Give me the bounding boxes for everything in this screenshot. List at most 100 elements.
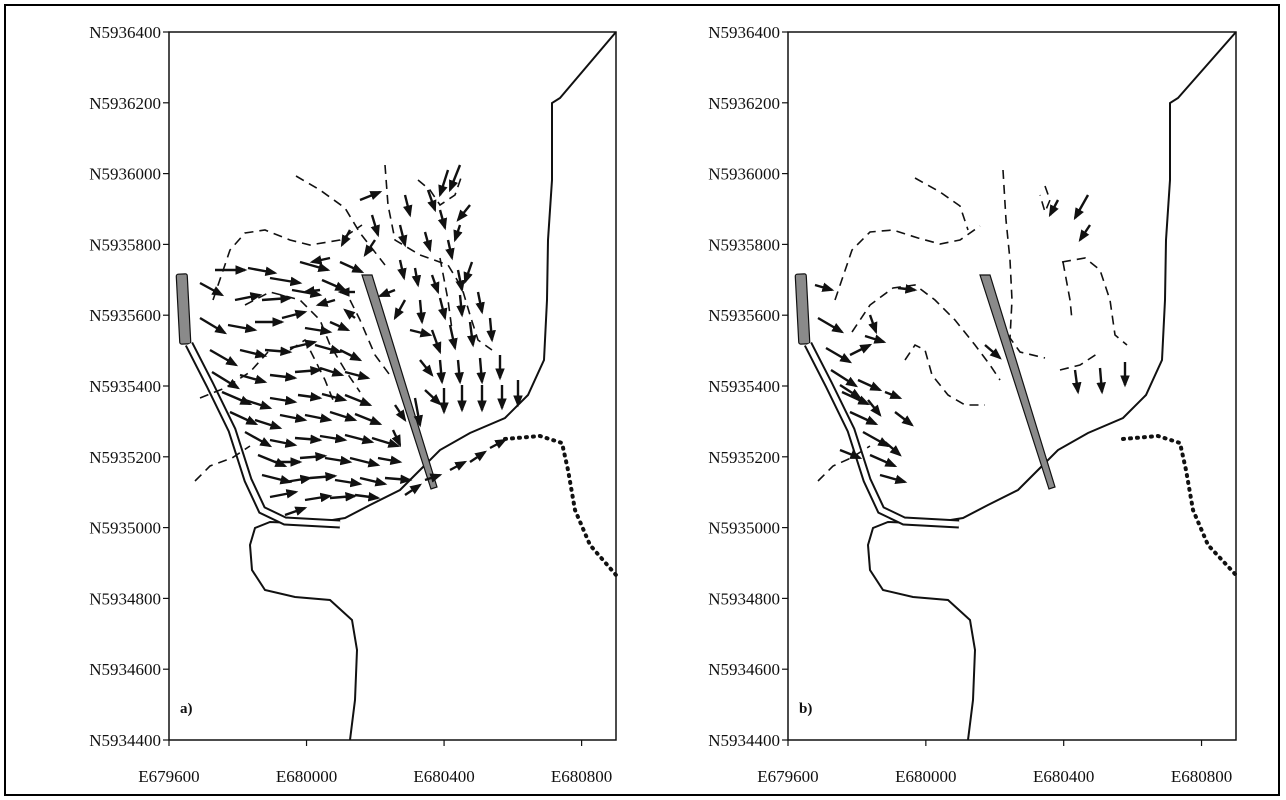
panel-label: a)	[180, 701, 193, 717]
x-tick-label: E680400	[413, 767, 474, 786]
current-vector-arrow	[424, 389, 442, 406]
contour-line	[1062, 261, 1073, 321]
current-vector-arrow	[419, 359, 434, 377]
current-vector-arrow	[1048, 199, 1060, 218]
current-vector-arrow	[309, 471, 338, 482]
current-vector-arrow	[422, 231, 433, 253]
current-vector-arrow	[438, 297, 448, 321]
current-vector-arrow	[897, 284, 918, 294]
current-vector-arrow	[426, 189, 437, 213]
x-tick-label: E680800	[1171, 767, 1232, 786]
contour-line	[1002, 169, 1046, 359]
map-features	[794, 31, 1238, 741]
current-vector-arrow	[304, 325, 333, 336]
current-vector-arrow	[884, 441, 902, 457]
current-vector-arrow	[868, 314, 878, 335]
current-vector-arrow	[329, 320, 351, 332]
current-vector-arrow	[436, 359, 446, 385]
y-tick-label: N5935800	[708, 235, 780, 254]
current-vector-arrow	[344, 433, 375, 445]
current-vector-arrow	[984, 344, 1002, 360]
current-vector-arrow	[466, 321, 477, 348]
x-axis: E679600 E680000 E680400 E680800	[138, 740, 612, 786]
current-vector-arrow	[413, 397, 423, 428]
current-vector-arrow	[209, 348, 239, 367]
x-tick-label: E679600	[138, 767, 199, 786]
current-vector-arrow	[239, 348, 268, 359]
current-vector-arrow	[199, 316, 228, 335]
current-vector-arrow	[370, 214, 380, 238]
current-vector-arrow	[363, 239, 376, 257]
contour-line	[1039, 185, 1051, 215]
x-tick-label: E680000	[895, 767, 956, 786]
current-vector-arrow	[456, 294, 466, 318]
coastline-dotted	[503, 433, 618, 577]
x-tick-label: E680400	[1033, 767, 1094, 786]
current-vector-arrow	[814, 282, 835, 292]
current-vector-arrow	[839, 448, 863, 460]
y-tick-label: N5934400	[89, 731, 161, 750]
breakwater-west-head	[175, 273, 192, 345]
current-vector-arrow	[247, 266, 278, 276]
x-tick-label: E680800	[551, 767, 612, 786]
current-vector-arrow	[454, 359, 464, 385]
current-vector-arrow	[329, 410, 358, 422]
y-tick-label: N5936400	[89, 23, 161, 42]
current-vector-arrow	[229, 410, 259, 426]
current-vector-arrow	[424, 473, 443, 483]
current-vector-arrow	[234, 292, 263, 302]
current-vector-arrow	[340, 229, 352, 248]
current-vector-arrow	[862, 430, 891, 448]
coastline-dotted	[1121, 433, 1238, 577]
y-tick-label: N5934600	[708, 660, 780, 679]
current-vector-arrow	[879, 473, 908, 485]
current-vector-arrow	[302, 285, 321, 296]
current-vector-arrow	[1071, 369, 1082, 395]
current-vector-arrow	[354, 491, 381, 502]
current-vector-arrow	[221, 390, 253, 406]
current-vector-arrow	[264, 346, 293, 357]
current-vector-arrow	[319, 433, 348, 444]
current-vector-arrow	[294, 365, 323, 376]
current-vector-arrow	[884, 389, 903, 400]
current-vector-arrow	[894, 411, 914, 427]
coastline	[866, 31, 1237, 741]
current-vector-arrow	[329, 491, 358, 502]
current-vector-arrow	[349, 456, 381, 468]
contour-line	[834, 225, 981, 301]
current-vector-arrow	[475, 291, 485, 315]
current-vector-arrow	[449, 460, 468, 472]
y-tick-label: N5936200	[89, 94, 161, 113]
map-panel-a: N5936400 N5936200 N5936000 N5935800 N5935600…	[89, 23, 618, 786]
current-vector-arrow	[284, 474, 313, 485]
contour-line	[851, 284, 1001, 381]
breakwater-west-core	[805, 342, 960, 527]
current-vector-arrow	[1096, 367, 1106, 395]
current-vector-arrow	[281, 309, 308, 320]
x-axis: E679600 E680000 E680400 E680800	[757, 740, 1232, 786]
current-vector-arrow	[394, 404, 407, 422]
current-vector-arrow	[489, 438, 508, 450]
current-vector-arrow	[455, 269, 465, 293]
current-vector-arrow	[830, 368, 859, 388]
current-vector-arrow	[391, 429, 402, 448]
current-vector-arrow	[486, 317, 496, 343]
current-vector-arrow	[239, 373, 268, 385]
current-vector-arrow	[289, 339, 318, 350]
current-vector-arrow	[456, 204, 471, 222]
contour-line	[194, 445, 251, 482]
y-tick-label: N5934600	[89, 660, 161, 679]
current-vector-arrow	[869, 453, 898, 468]
current-vector-arrow	[304, 492, 333, 503]
contour-line	[212, 224, 363, 301]
y-axis: N5936400 N5936200 N5936000 N5935800 N5935600…	[89, 23, 169, 750]
plot-frame	[787, 31, 1237, 741]
x-tick-label: E679600	[757, 767, 818, 786]
current-vectors	[814, 194, 1130, 485]
y-tick-label: N5935400	[89, 377, 161, 396]
map-features	[175, 31, 618, 741]
current-vector-arrow	[448, 324, 458, 351]
current-vector-arrow	[279, 413, 308, 423]
contour-line	[439, 257, 453, 331]
